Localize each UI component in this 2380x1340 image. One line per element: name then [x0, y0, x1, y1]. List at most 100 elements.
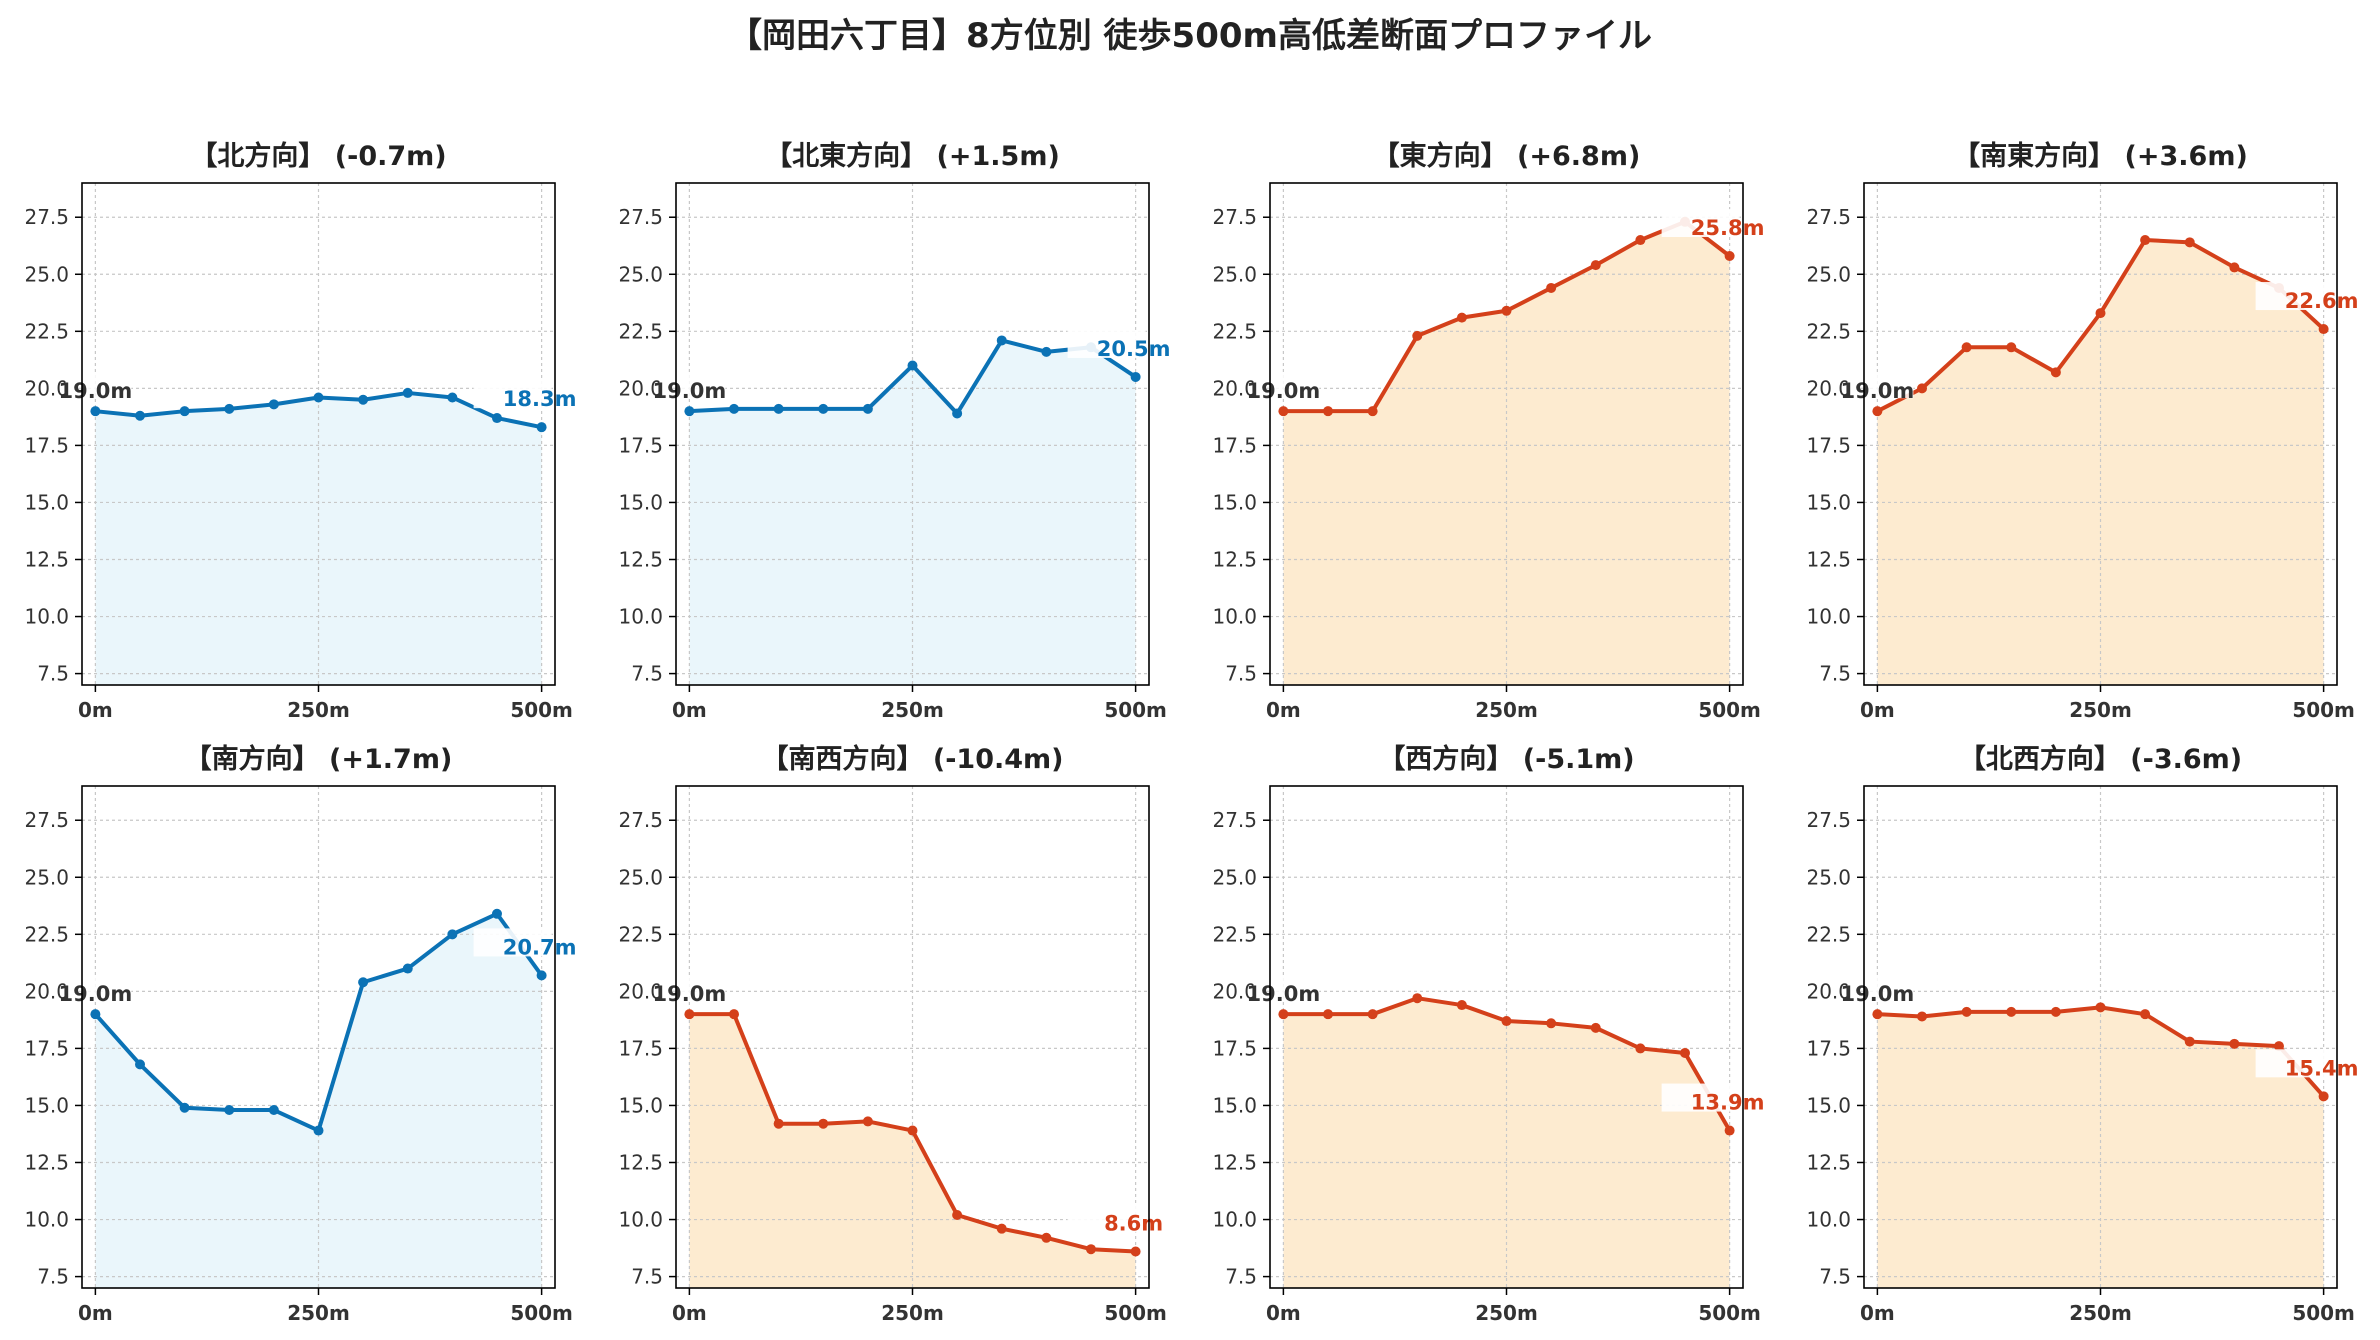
data-point — [536, 422, 547, 433]
axes-frame — [675, 785, 1150, 1289]
y-tick-label: 10.0 — [1212, 605, 1257, 629]
x-tick-label: 500m — [510, 698, 573, 722]
end-label-bg — [2255, 282, 2334, 311]
y-tick-label: 20.0 — [1212, 979, 1257, 1003]
x-tick-label: 0m — [1266, 698, 1301, 722]
y-tick-label: 17.5 — [1806, 1036, 1851, 1060]
y-tick-label: 12.5 — [24, 548, 69, 572]
y-tick-label: 22.5 — [1806, 319, 1851, 343]
y-tick-label: 12.5 — [24, 1151, 69, 1175]
data-point — [996, 1223, 1007, 1234]
y-tick-label: 10.0 — [24, 605, 69, 629]
y-tick-label: 22.5 — [24, 922, 69, 946]
y-tick-label: 12.5 — [1806, 548, 1851, 572]
figure-title: 【岡田六丁目】8方位別 徒歩500m高低差断面プロファイル — [728, 16, 1652, 56]
y-tick-label: 22.5 — [1212, 922, 1257, 946]
y-tick-label: 22.5 — [618, 319, 663, 343]
y-tick-label: 22.5 — [1212, 319, 1257, 343]
panel-title: 【西方向】 (-5.1m) — [1378, 743, 1634, 775]
elevation-area — [689, 1014, 1136, 1288]
data-point — [1872, 1009, 1883, 1020]
y-tick-label: 7.5 — [37, 1265, 69, 1289]
y-tick-label: 7.5 — [1819, 662, 1851, 686]
end-label-bg — [2255, 1049, 2334, 1078]
y-tick-label: 20.0 — [1212, 376, 1257, 400]
data-point — [1679, 1047, 1690, 1058]
end-label-bg — [1661, 209, 1740, 238]
data-point — [907, 360, 918, 371]
panel-title: 【南方向】 (+1.7m) — [185, 743, 453, 775]
data-point — [1501, 305, 1512, 316]
chart-panel: 【北西方向】 (-3.6m) 7.5 10.0 12.5 15.0 17.5 20.0 22.… — [1806, 743, 2358, 1325]
start-elevation-label: 19.0m — [1841, 379, 1915, 403]
data-point — [1872, 406, 1883, 417]
x-tick-label: 250m — [2069, 698, 2132, 722]
data-point — [729, 1009, 740, 1020]
y-tick-label: 25.0 — [24, 865, 69, 889]
data-point — [135, 410, 146, 421]
y-tick-label: 27.5 — [1212, 205, 1257, 229]
data-point — [224, 1105, 235, 1116]
x-tick-label: 500m — [2292, 1301, 2355, 1325]
y-tick-label: 17.5 — [618, 1036, 663, 1060]
y-tick-label: 7.5 — [1819, 1265, 1851, 1289]
y-tick-label: 22.5 — [618, 922, 663, 946]
data-point — [2050, 367, 2061, 378]
y-tick-label: 10.0 — [24, 1208, 69, 1232]
data-point — [179, 1102, 190, 1113]
x-tick-label: 500m — [1104, 698, 1167, 722]
data-point — [907, 1125, 918, 1136]
y-tick-label: 7.5 — [631, 662, 663, 686]
y-tick-label: 15.0 — [618, 1093, 663, 1117]
y-tick-label: 20.0 — [1806, 979, 1851, 1003]
y-tick-label: 25.0 — [618, 262, 663, 286]
data-point — [1130, 1246, 1141, 1257]
end-elevation-label: 13.9m — [1691, 1091, 1765, 1115]
y-tick-label: 27.5 — [618, 205, 663, 229]
panel-title: 【北西方向】 (-3.6m) — [1959, 743, 2242, 775]
y-tick-label: 12.5 — [1212, 548, 1257, 572]
elevation-area — [1877, 240, 2324, 685]
data-point — [1456, 312, 1467, 323]
data-point — [2050, 1006, 2061, 1017]
y-tick-label: 12.5 — [618, 1151, 663, 1175]
x-tick-label: 250m — [881, 698, 944, 722]
data-point — [1041, 346, 1052, 357]
data-point — [447, 392, 458, 403]
x-tick-label: 500m — [2292, 698, 2355, 722]
panel-title: 【南東方向】 (+3.6m) — [1953, 140, 2248, 172]
y-tick-label: 25.0 — [1212, 262, 1257, 286]
data-point — [491, 413, 502, 424]
data-point — [773, 1118, 784, 1129]
start-elevation-label: 19.0m — [653, 982, 727, 1006]
data-point — [2095, 1002, 2106, 1013]
data-point — [1085, 1244, 1096, 1255]
data-point — [402, 963, 413, 974]
start-label-bg — [65, 975, 132, 1002]
y-tick-label: 22.5 — [24, 319, 69, 343]
chart-panel: 【南方向】 (+1.7m) 7.5 10.0 12.5 15.0 17.5 20.0 22.5… — [24, 743, 576, 1325]
y-tick-label: 15.0 — [618, 490, 663, 514]
start-label-bg — [659, 975, 726, 1002]
y-tick-label: 10.0 — [618, 605, 663, 629]
data-point — [1278, 1009, 1289, 1020]
data-point — [1724, 251, 1735, 262]
data-point — [1278, 406, 1289, 417]
y-tick-label: 25.0 — [1806, 262, 1851, 286]
data-point — [952, 1209, 963, 1220]
y-tick-label: 20.0 — [618, 979, 663, 1003]
x-tick-label: 0m — [78, 698, 113, 722]
data-point — [1961, 1006, 1972, 1017]
data-point — [2140, 1009, 2151, 1020]
start-label-bg — [1253, 372, 1320, 399]
data-point — [358, 977, 369, 988]
end-elevation-label: 20.5m — [1097, 337, 1171, 361]
axes-frame — [1269, 182, 1744, 686]
y-tick-label: 20.0 — [24, 376, 69, 400]
elevation-area — [1283, 998, 1730, 1288]
chart-panel: 【東方向】 (+6.8m) 7.5 10.0 12.5 15.0 17.5 20.0 22.5… — [1212, 140, 1764, 722]
data-point — [135, 1059, 146, 1070]
y-tick-label: 7.5 — [631, 1265, 663, 1289]
y-tick-label: 25.0 — [1806, 865, 1851, 889]
end-elevation-label: 25.8m — [1691, 216, 1765, 240]
